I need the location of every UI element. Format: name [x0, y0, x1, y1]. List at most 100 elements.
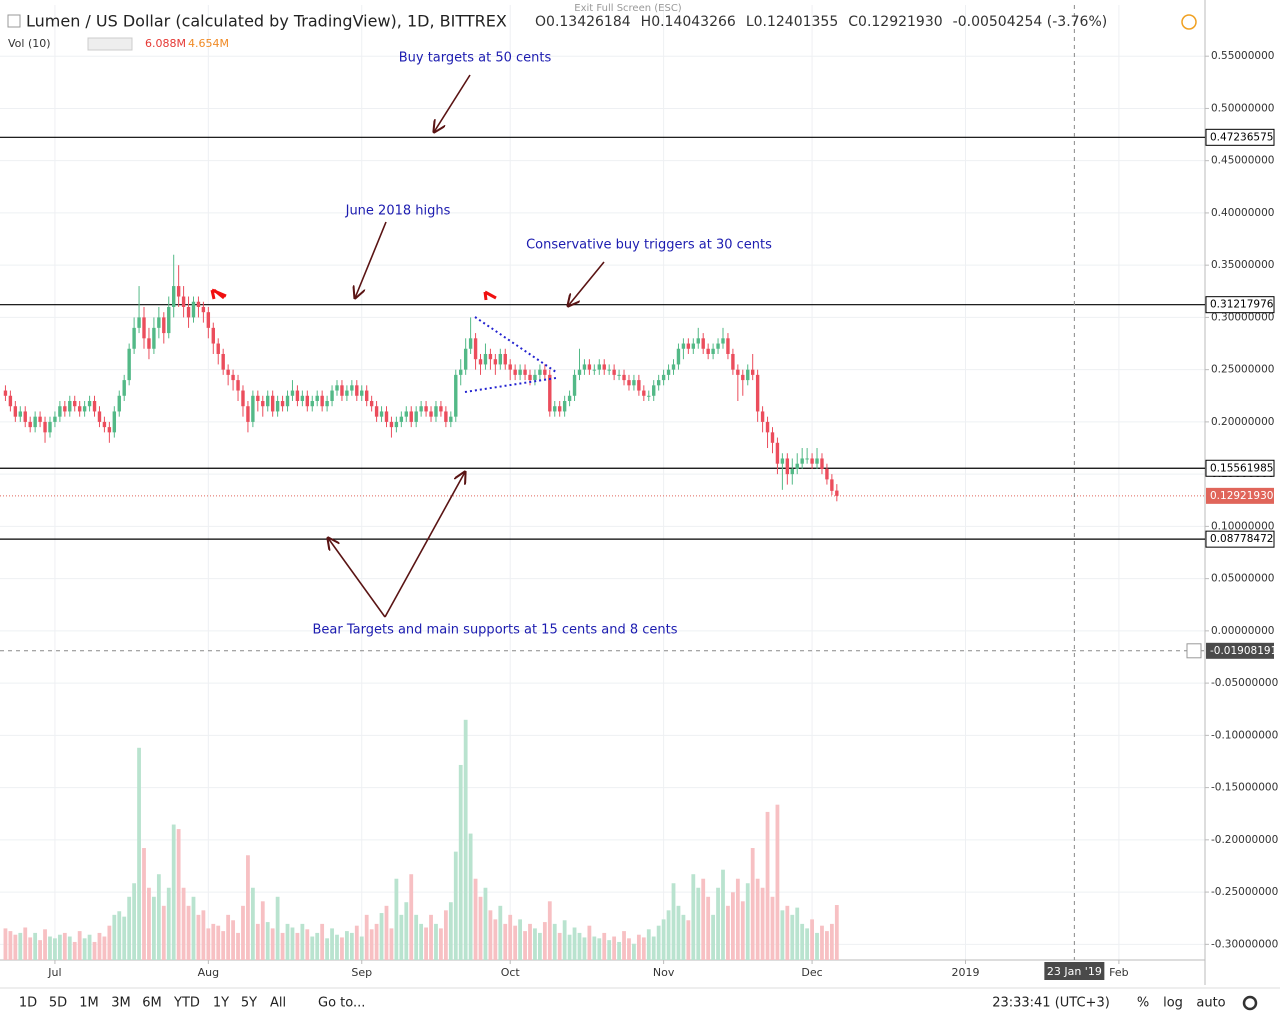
volume-bar — [498, 905, 503, 960]
volume-bar — [270, 928, 275, 960]
scale-option[interactable]: % — [1137, 996, 1149, 1011]
y-tick-label: -0.25000000 — [1211, 886, 1278, 898]
y-tick-label: -0.10000000 — [1211, 729, 1278, 741]
candle-body — [513, 369, 517, 375]
candle-body — [731, 353, 735, 370]
scale-option[interactable]: auto — [1196, 996, 1225, 1011]
candle-body — [439, 406, 443, 412]
candle-body — [459, 369, 463, 375]
candle-body — [285, 395, 290, 407]
candle-body — [350, 385, 354, 391]
goto-button[interactable]: Go to... — [318, 996, 365, 1011]
volume-bar — [612, 936, 617, 960]
candle-body — [77, 406, 82, 412]
volume-bar — [374, 923, 379, 960]
volume-bar — [641, 937, 646, 960]
candle-body — [701, 338, 705, 349]
volume-bar — [597, 938, 602, 960]
volume-bar — [107, 925, 112, 960]
last-price-label: 0.12921930 — [1210, 490, 1273, 502]
volume-bar — [384, 905, 389, 960]
candle-body — [691, 343, 696, 349]
volume-bar — [156, 874, 161, 960]
volume-bar — [359, 936, 364, 960]
volume-bar — [92, 941, 97, 960]
range-button[interactable]: YTD — [173, 996, 200, 1011]
y-tick-label: -0.20000000 — [1211, 834, 1278, 846]
add-button[interactable] — [1186, 643, 1202, 659]
x-tick-label: Oct — [501, 966, 521, 979]
collapse-icon[interactable] — [7, 14, 21, 28]
candle-body — [191, 301, 196, 318]
volume-bar — [656, 925, 661, 960]
candle-body — [454, 374, 458, 417]
volume-bar — [750, 848, 755, 960]
candle-body — [557, 406, 562, 412]
candle-body — [553, 406, 557, 412]
range-button[interactable]: 5Y — [241, 996, 257, 1011]
volume-bar — [587, 925, 592, 960]
volume-bar — [409, 874, 414, 960]
volume-bar — [290, 927, 295, 960]
volume-bar — [127, 896, 132, 960]
level-label-box — [1205, 128, 1275, 146]
volume-bar — [493, 919, 498, 960]
volume-bar — [825, 931, 829, 960]
candle-body — [765, 421, 770, 433]
exit-hint[interactable]: Exit Full Screen (ESC) — [574, 3, 682, 14]
candle-body — [251, 395, 255, 422]
crosshair-x-label: 23 Jan '19 — [1047, 965, 1102, 978]
volume-bar — [364, 914, 369, 960]
legend-value: 0.12921930 — [858, 14, 943, 30]
candle-body — [498, 353, 503, 365]
volume-bar — [478, 896, 483, 960]
warning-icon[interactable] — [1181, 14, 1197, 30]
candle-body — [642, 390, 646, 396]
candle-body — [295, 390, 300, 402]
candle-body — [468, 338, 473, 349]
candle-body — [236, 380, 240, 391]
volume-bar — [760, 887, 765, 960]
volume-bar — [265, 922, 270, 960]
range-button[interactable]: 3M — [111, 996, 131, 1011]
candle-body — [617, 374, 621, 376]
level-label-box — [1205, 530, 1275, 548]
arrow — [568, 261, 605, 306]
volume-bar — [280, 932, 285, 960]
toolbar: 1D 5D 1M 3M 6M YTD 1Y 5Y All Go to... 23:33:41 (UT… — [19, 995, 1258, 1011]
volume-bar — [686, 920, 691, 960]
candle-body — [280, 401, 285, 407]
settings-icon[interactable] — [1242, 995, 1258, 1011]
candle-body — [58, 406, 62, 417]
volume-bar — [171, 824, 176, 960]
candle-body — [266, 395, 270, 407]
candle-body — [543, 369, 547, 375]
range-button[interactable]: 1Y — [213, 996, 229, 1011]
volume-bar — [335, 934, 339, 960]
scale-option[interactable]: log — [1163, 996, 1183, 1011]
volume-bar — [87, 934, 92, 960]
volume-bar — [354, 925, 359, 960]
volume-bar — [810, 919, 814, 960]
volume-bar — [503, 923, 508, 960]
candle-body — [38, 416, 42, 422]
y-tick-label: 0.40000000 — [1211, 207, 1274, 219]
volume-bar — [176, 829, 181, 960]
range-button[interactable]: 6M — [142, 996, 162, 1011]
y-tick-label: 0.45000000 — [1211, 155, 1274, 167]
range-button[interactable]: 1M — [79, 996, 99, 1011]
candle-body — [488, 353, 493, 360]
study-buttons[interactable] — [87, 37, 133, 51]
volume-bar — [740, 901, 745, 960]
volume-bar — [142, 848, 146, 960]
volume-bar — [255, 923, 260, 960]
range-button[interactable]: 5D — [49, 996, 67, 1011]
range-button[interactable]: 1D — [19, 996, 37, 1011]
legend: O0.13426184 H0.14043266 L0.12401355 C0.1292… — [535, 14, 1107, 30]
range-button[interactable]: All — [270, 996, 286, 1011]
volume-bar — [226, 914, 231, 960]
candle-body — [582, 364, 587, 370]
volume-bar — [508, 914, 513, 960]
candle-body — [221, 353, 225, 370]
volume-bar — [23, 927, 28, 960]
